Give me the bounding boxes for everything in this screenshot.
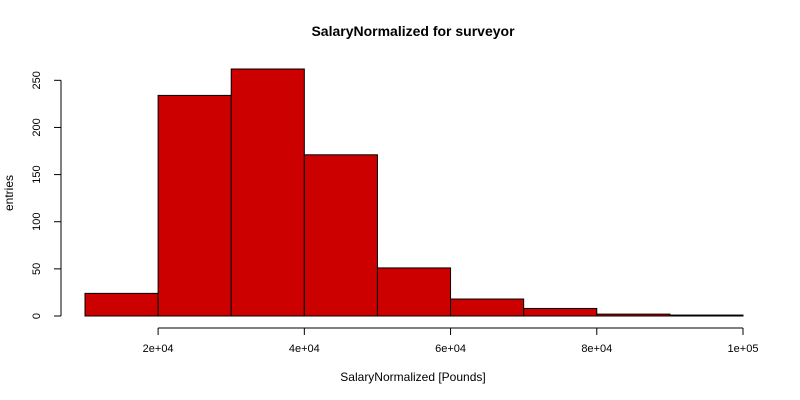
histogram-bar (450, 298, 525, 317)
x-tick-label: 6e+04 (435, 343, 466, 355)
histogram-bar (84, 292, 159, 317)
y-tick-label: 50 (31, 263, 43, 275)
y-tick-label: 250 (31, 71, 43, 89)
bars-group (84, 68, 744, 317)
x-tick-label: 8e+04 (581, 343, 612, 355)
histogram-bar (523, 307, 598, 317)
y-tick-label: 0 (31, 313, 43, 319)
x-tick-label: 1e+05 (728, 343, 759, 355)
x-axis: 2e+04 4e+04 6e+04 8e+04 1e+05 (143, 327, 759, 355)
y-tick-label: 200 (31, 118, 43, 136)
y-tick-label: 100 (31, 213, 43, 231)
histogram-bar (230, 68, 305, 317)
histogram-bar (669, 314, 744, 317)
x-tick-label: 4e+04 (289, 343, 320, 355)
histogram-bar (376, 267, 452, 317)
x-axis-label: SalaryNormalized [Pounds] (340, 370, 485, 384)
histogram-bar (596, 313, 671, 317)
y-axis: 0 50 100 150 200 250 (31, 71, 62, 319)
chart-title: SalaryNormalized for surveyor (311, 23, 515, 39)
x-tick-label: 2e+04 (143, 343, 174, 355)
histogram-bar (157, 94, 232, 317)
histogram-bar (303, 154, 378, 317)
y-axis-label: entries (2, 175, 16, 211)
y-tick-label: 150 (31, 165, 43, 183)
